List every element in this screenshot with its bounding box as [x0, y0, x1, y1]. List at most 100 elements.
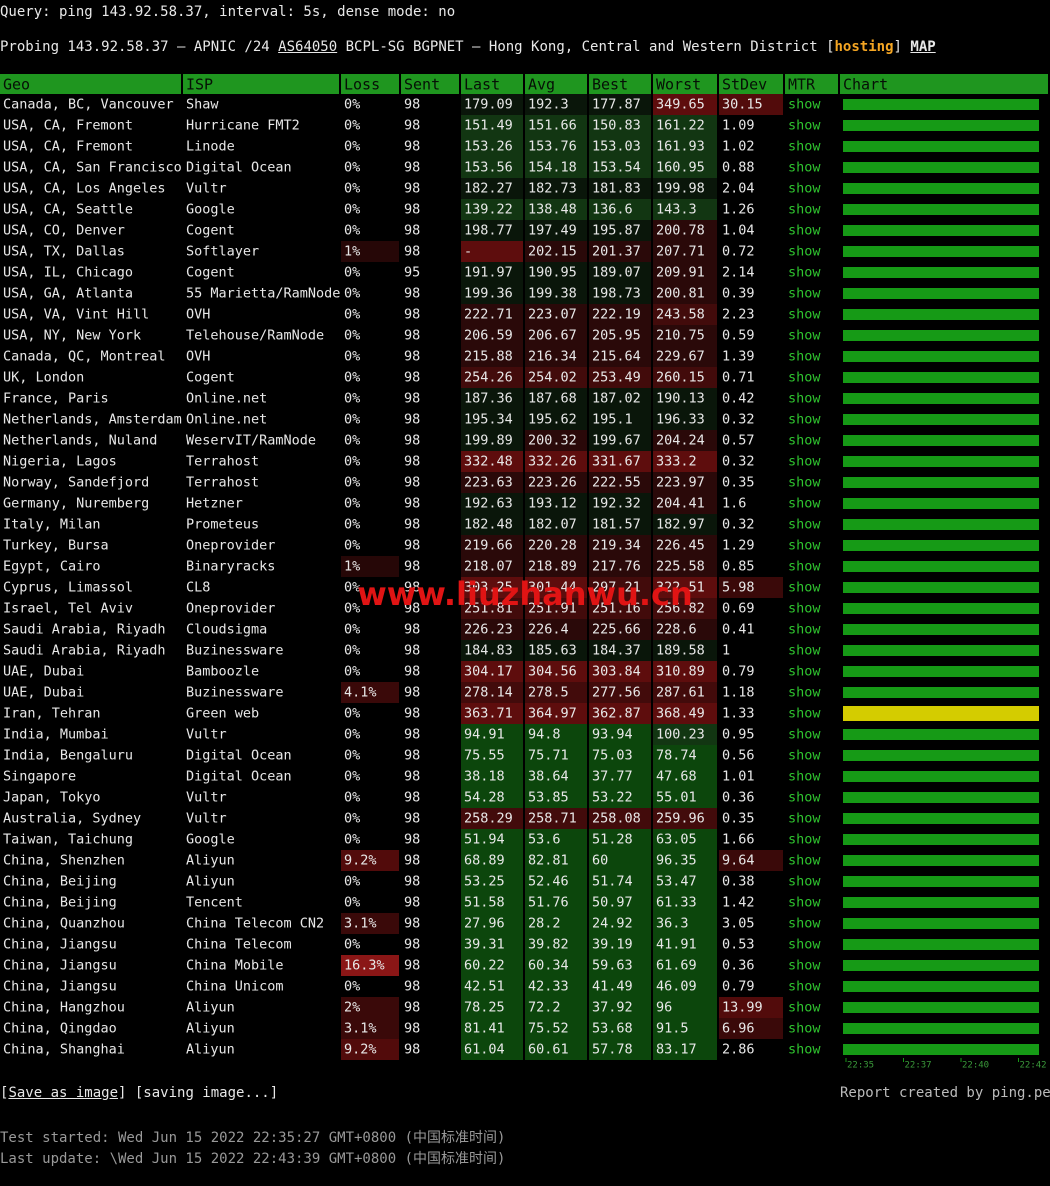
mtr-link[interactable]: show: [788, 496, 821, 512]
cell: 1.26: [722, 202, 755, 218]
cell: 189.07: [592, 265, 641, 281]
cell-bg: [653, 724, 717, 745]
cell: 98: [404, 1000, 420, 1016]
mtr-link[interactable]: show: [788, 475, 821, 491]
cell: 41.49: [592, 979, 633, 995]
mtr-link[interactable]: show: [788, 391, 821, 407]
mtr-link[interactable]: show: [788, 769, 821, 785]
chart-bar: [843, 141, 1039, 152]
mtr-link[interactable]: show: [788, 1042, 821, 1058]
mtr-link[interactable]: show: [788, 538, 821, 554]
mtr-link[interactable]: show: [788, 664, 821, 680]
cell: 161.93: [656, 139, 705, 155]
mtr-link[interactable]: show: [788, 160, 821, 176]
cell: 195.34: [464, 412, 513, 428]
cell: 1.33: [722, 706, 755, 722]
cell: 0%: [344, 622, 360, 638]
cell-bg: [653, 556, 717, 577]
save-image-link[interactable]: Save as image: [8, 1085, 119, 1101]
cell: 153.76: [528, 139, 577, 155]
cell: 100.23: [656, 727, 705, 743]
mtr-link[interactable]: show: [788, 1021, 821, 1037]
mtr-link[interactable]: show: [788, 958, 821, 974]
cell: 98: [404, 223, 420, 239]
mtr-link[interactable]: show: [788, 1000, 821, 1016]
chart-time: 22:35: [847, 1061, 874, 1071]
cell: 98: [404, 769, 420, 785]
cell: 259.96: [656, 811, 705, 827]
mtr-link[interactable]: show: [788, 832, 821, 848]
mtr-link[interactable]: show: [788, 643, 821, 659]
cell: China, Qingdao: [3, 1021, 117, 1037]
mtr-link[interactable]: show: [788, 685, 821, 701]
mtr-link[interactable]: show: [788, 811, 821, 827]
mtr-link[interactable]: show: [788, 139, 821, 155]
cell: Shaw: [186, 97, 219, 113]
mtr-link[interactable]: show: [788, 748, 821, 764]
chart-bar: [843, 99, 1039, 110]
cell: 0.32: [722, 412, 755, 428]
mtr-link[interactable]: show: [788, 790, 821, 806]
header-cell: [785, 74, 838, 94]
cell: Israel, Tel Aviv: [3, 601, 133, 617]
cell-bg: [589, 640, 651, 661]
cell: 1.01: [722, 769, 755, 785]
mtr-link[interactable]: show: [788, 454, 821, 470]
cell: Cogent: [186, 370, 235, 386]
cell: 41.91: [656, 937, 697, 953]
mtr-link[interactable]: show: [788, 580, 821, 596]
mtr-link[interactable]: show: [788, 622, 821, 638]
cell-bg: [525, 367, 587, 388]
cell: 364.97: [528, 706, 577, 722]
mtr-link[interactable]: show: [788, 937, 821, 953]
cell-bg: [589, 955, 651, 976]
mtr-link[interactable]: show: [788, 874, 821, 890]
map-link[interactable]: MAP: [910, 39, 936, 55]
mtr-link[interactable]: show: [788, 223, 821, 239]
cell: 98: [404, 916, 420, 932]
cell: 226.23: [464, 622, 513, 638]
cell: 2.04: [722, 181, 755, 197]
cell-bg: [461, 598, 523, 619]
mtr-link[interactable]: show: [788, 727, 821, 743]
asn-link[interactable]: AS64050: [278, 39, 338, 55]
mtr-link[interactable]: show: [788, 307, 821, 323]
mtr-link[interactable]: show: [788, 433, 821, 449]
mtr-link[interactable]: show: [788, 895, 821, 911]
mtr-link[interactable]: show: [788, 97, 821, 113]
cell: 179.09: [464, 97, 513, 113]
cell: 9.2%: [344, 853, 377, 869]
mtr-link[interactable]: show: [788, 118, 821, 134]
mtr-link[interactable]: show: [788, 286, 821, 302]
cell: 98: [404, 622, 420, 638]
mtr-link[interactable]: show: [788, 244, 821, 260]
cell-bg: [341, 850, 399, 871]
mtr-link[interactable]: show: [788, 517, 821, 533]
mtr-link[interactable]: show: [788, 181, 821, 197]
cell: 98: [404, 811, 420, 827]
mtr-link[interactable]: show: [788, 265, 821, 281]
cell: 0%: [344, 97, 360, 113]
cell: 225.66: [592, 622, 641, 638]
mtr-link[interactable]: show: [788, 853, 821, 869]
cell: Japan, Tokyo: [3, 790, 101, 806]
mtr-link[interactable]: show: [788, 202, 821, 218]
cell: 98: [404, 664, 420, 680]
cell: Netherlands, Amsterdam: [3, 412, 182, 428]
mtr-link[interactable]: show: [788, 412, 821, 428]
mtr-link[interactable]: show: [788, 559, 821, 575]
cell: 0%: [344, 139, 360, 155]
mtr-link[interactable]: show: [788, 979, 821, 995]
mtr-link[interactable]: show: [788, 328, 821, 344]
mtr-link[interactable]: show: [788, 706, 821, 722]
cell: India, Mumbai: [3, 727, 109, 743]
save-line: [Save as image] [saving image...]: [0, 1085, 279, 1101]
mtr-link[interactable]: show: [788, 349, 821, 365]
cell: 332.26: [528, 454, 577, 470]
mtr-link[interactable]: show: [788, 370, 821, 386]
cell-bg: [589, 871, 651, 892]
mtr-link[interactable]: show: [788, 601, 821, 617]
cell-bg: [461, 934, 523, 955]
cell-bg: [653, 892, 717, 913]
mtr-link[interactable]: show: [788, 916, 821, 932]
